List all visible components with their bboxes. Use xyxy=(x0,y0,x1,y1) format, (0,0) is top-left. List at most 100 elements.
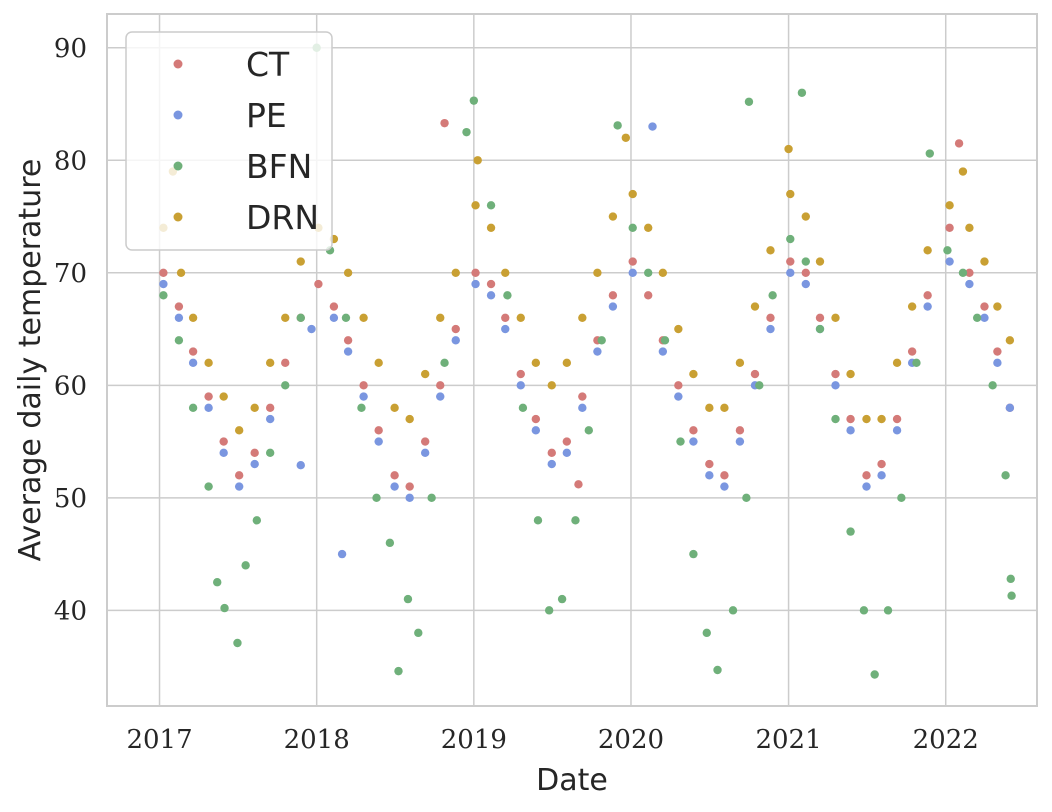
data-point xyxy=(980,257,989,266)
data-point xyxy=(786,234,795,244)
data-point xyxy=(471,268,480,277)
data-point xyxy=(574,480,583,489)
x-tick-label: 2018 xyxy=(284,725,350,755)
data-point xyxy=(628,223,637,232)
data-point xyxy=(593,268,602,277)
data-point xyxy=(965,223,974,232)
data-point xyxy=(831,381,840,390)
data-point xyxy=(533,516,543,525)
data-point xyxy=(1005,336,1015,345)
data-point xyxy=(735,437,745,446)
data-point xyxy=(571,516,580,525)
data-point xyxy=(436,313,445,323)
data-point xyxy=(296,257,305,266)
y-tick-label: 50 xyxy=(54,484,87,514)
data-point xyxy=(557,594,567,604)
data-point xyxy=(705,471,714,480)
data-point xyxy=(862,414,871,424)
data-point xyxy=(644,268,653,277)
data-point xyxy=(473,156,482,165)
data-point xyxy=(993,358,1002,368)
data-point xyxy=(329,302,339,311)
y-tick-label: 80 xyxy=(54,146,87,176)
data-point xyxy=(343,268,353,277)
data-point xyxy=(436,392,445,401)
data-point xyxy=(892,426,902,435)
data-point xyxy=(750,369,760,379)
data-point xyxy=(234,471,244,480)
data-point xyxy=(713,665,722,675)
data-point xyxy=(958,167,968,176)
data-point xyxy=(250,448,259,458)
data-point xyxy=(188,403,198,413)
data-point xyxy=(766,313,775,323)
data-point xyxy=(907,347,917,356)
data-point xyxy=(337,549,347,559)
data-point xyxy=(359,392,368,401)
data-point xyxy=(674,324,683,334)
data-point xyxy=(265,414,275,424)
data-point xyxy=(343,347,353,356)
data-point xyxy=(174,313,184,323)
data-point xyxy=(907,302,917,311)
data-point xyxy=(892,358,902,368)
data-point xyxy=(815,313,825,323)
data-point xyxy=(451,268,460,277)
data-point xyxy=(420,437,430,446)
data-point xyxy=(892,414,902,424)
y-tick-label: 60 xyxy=(54,371,87,401)
data-point xyxy=(862,482,871,491)
data-point xyxy=(945,257,954,266)
data-point xyxy=(744,97,754,106)
data-point xyxy=(174,302,184,311)
data-point xyxy=(531,358,541,368)
data-point xyxy=(562,358,572,368)
x-tick-label: 2017 xyxy=(126,725,192,755)
data-point xyxy=(374,437,383,446)
data-point xyxy=(486,223,496,232)
legend-marker xyxy=(173,161,183,171)
data-point xyxy=(831,414,840,424)
data-point xyxy=(1007,591,1016,600)
data-point xyxy=(314,279,323,289)
data-point xyxy=(307,324,316,334)
legend-marker xyxy=(173,212,183,222)
data-point xyxy=(702,628,711,638)
data-point xyxy=(660,336,670,345)
data-point xyxy=(877,471,886,480)
data-point xyxy=(394,666,403,676)
data-point xyxy=(159,279,168,289)
legend-marker xyxy=(173,110,183,120)
data-point xyxy=(720,471,729,480)
series-ct xyxy=(159,118,1015,491)
data-point xyxy=(159,268,168,277)
data-point xyxy=(296,313,305,323)
data-point xyxy=(674,392,683,401)
data-point xyxy=(188,313,198,323)
data-point xyxy=(801,257,810,266)
y-axis-title: Average daily temperature xyxy=(13,159,48,562)
data-point xyxy=(188,358,198,368)
data-point xyxy=(735,426,745,435)
data-point xyxy=(562,448,572,458)
data-point xyxy=(859,606,869,615)
data-point xyxy=(250,403,259,413)
y-tick-label: 90 xyxy=(54,34,87,64)
data-point xyxy=(547,448,556,458)
data-point xyxy=(414,628,423,638)
data-point xyxy=(954,139,964,148)
data-point xyxy=(988,381,997,390)
data-point xyxy=(945,223,954,232)
data-point xyxy=(204,482,213,491)
data-point xyxy=(265,358,275,368)
data-point xyxy=(720,482,729,491)
data-point xyxy=(234,426,244,435)
data-point xyxy=(213,578,222,587)
data-point xyxy=(516,369,525,379)
data-point xyxy=(281,381,290,390)
data-point xyxy=(390,471,399,480)
data-point xyxy=(547,459,556,469)
data-point xyxy=(786,189,795,199)
data-point xyxy=(1005,403,1015,413)
